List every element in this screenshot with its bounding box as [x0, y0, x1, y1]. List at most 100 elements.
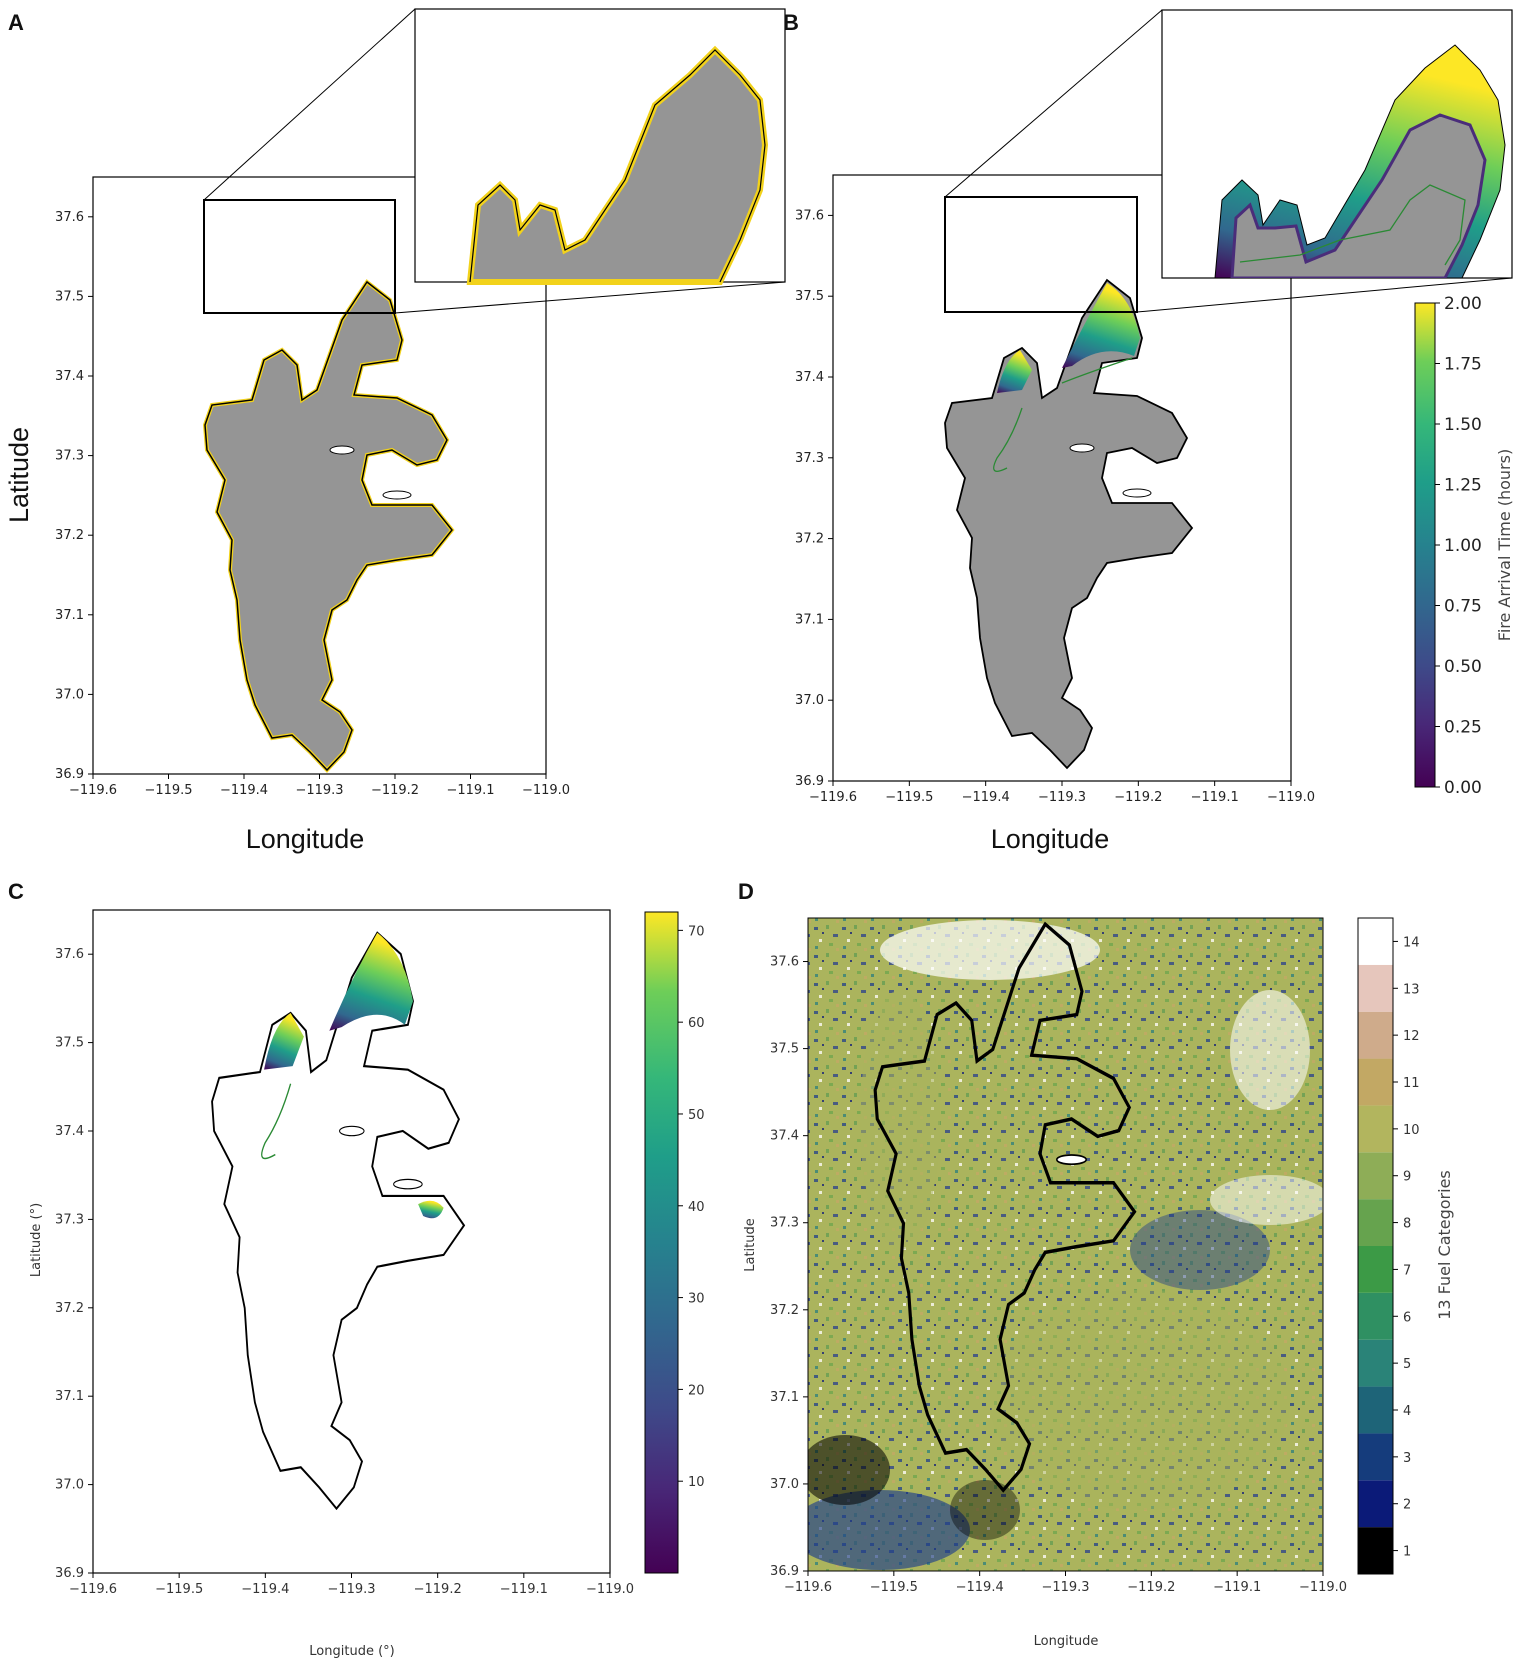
y-tick-label: 37.3	[55, 1212, 84, 1227]
panel-d-xlabel: Longitude	[1034, 1634, 1099, 1649]
colorbar-swatch	[1358, 1386, 1393, 1434]
panel-c-spread-front-2	[264, 1013, 304, 1070]
x-tick-label: −119.3	[295, 783, 343, 798]
y-tick-label: 37.2	[55, 528, 84, 543]
x-tick-label: −119.6	[69, 783, 117, 798]
panel-c-unburned-island-2	[393, 1178, 423, 1190]
panel-b-inset-contour	[1239, 184, 1466, 266]
x-tick-label: −119.1	[1213, 1580, 1261, 1595]
y-tick-label: 37.6	[55, 210, 84, 225]
x-tick-label: −119.1	[500, 1582, 548, 1597]
colorbar-tick-label: 5	[1403, 1357, 1411, 1372]
colorbar-swatch	[1358, 1246, 1393, 1293]
y-tick-label: 36.9	[55, 767, 84, 782]
colorbar-tick-label: 50	[688, 1108, 705, 1123]
x-tick-label: −119.6	[69, 1582, 117, 1597]
panel-b-xlabel: Longitude	[991, 824, 1110, 854]
colorbar-tick-label: 60	[688, 1016, 705, 1031]
colorbar-tick-label: 0.75	[1444, 597, 1482, 617]
colorbar-swatch	[1358, 1011, 1393, 1059]
colorbar-tick-label: 2	[1403, 1498, 1411, 1513]
colorbar-tick-label: 14	[1403, 935, 1420, 950]
x-tick-label: −119.5	[155, 1582, 203, 1597]
panel-c-xlabel: Longitude (°)	[309, 1644, 394, 1659]
colorbar-tick-label: 9	[1403, 1170, 1411, 1185]
panel-d-colorbar-label: 13 Fuel Categories	[1435, 1170, 1454, 1320]
panel-d-ticks: −119.6 −119.5 −119.4 −119.3 −119.2 −119.1 −119…	[770, 955, 1347, 1595]
x-tick-label: −119.2	[371, 783, 419, 798]
colorbar-swatch	[1358, 1105, 1393, 1153]
x-tick-label: −119.0	[1267, 790, 1315, 805]
colorbar-swatch	[1358, 918, 1393, 965]
y-tick-label: 37.2	[795, 532, 824, 547]
colorbar-tick-label: 1	[1403, 1545, 1411, 1560]
y-tick-label: 37.4	[795, 370, 824, 385]
y-tick-label: 37.6	[55, 947, 84, 962]
panel-c-spread-front	[329, 932, 413, 1031]
y-tick-label: 37.1	[770, 1390, 799, 1405]
y-tick-label: 37.3	[770, 1216, 799, 1231]
panel-b-spread-front	[1062, 283, 1140, 368]
colorbar-swatch	[1358, 1199, 1393, 1246]
colorbar-swatch	[1358, 1433, 1393, 1481]
y-tick-label: 37.0	[795, 693, 824, 708]
colorbar-tick-label: 40	[688, 1200, 705, 1215]
colorbar-tick-label: 1.25	[1444, 476, 1482, 496]
panel-b-ticks: −119.6 −119.5 −119.4 −119.3 −119.2 −119.1 −119…	[795, 208, 1315, 805]
panel-d-label: D	[738, 879, 754, 904]
y-tick-label: 37.1	[795, 612, 824, 627]
y-tick-label: 37.6	[770, 955, 799, 970]
x-tick-label: −119.4	[962, 790, 1010, 805]
colorbar-tick-label: 30	[688, 1292, 705, 1307]
y-tick-label: 37.0	[55, 687, 84, 702]
y-tick-label: 36.9	[55, 1566, 84, 1581]
y-tick-label: 37.3	[55, 449, 84, 464]
panel-d-ylabel: Latitude	[743, 1218, 758, 1272]
panel-b-inset-burned	[1230, 113, 1487, 278]
y-tick-label: 37.5	[55, 289, 84, 304]
colorbar-tick-label: 8	[1403, 1217, 1411, 1232]
panel-c-colorbar	[644, 911, 679, 1574]
x-tick-label: −119.1	[1191, 790, 1239, 805]
y-tick-label: 37.0	[770, 1477, 799, 1492]
x-tick-label: −119.4	[956, 1580, 1004, 1595]
panel-b: B −119.6 −119.5 −119.4 −119.3 −119.2 −119.1 −1…	[783, 9, 1514, 854]
colorbar-frame	[1357, 917, 1394, 1575]
x-tick-label: −119.0	[522, 783, 570, 798]
y-tick-label: 37.2	[55, 1301, 84, 1316]
panel-c-ticks: −119.6 −119.5 −119.4 −119.3 −119.2 −119.1 −119…	[55, 947, 634, 1597]
colorbar-tick-label: 11	[1403, 1076, 1420, 1091]
y-tick-label: 37.0	[55, 1478, 84, 1493]
x-tick-label: −119.2	[414, 1582, 462, 1597]
panel-b-zoom-line-right	[1136, 277, 1513, 313]
x-tick-label: −119.5	[870, 1580, 918, 1595]
panel-a-zoom-line-left	[203, 8, 416, 201]
panel-c-ylabel: Latitude (°)	[29, 1203, 44, 1277]
y-tick-label: 36.9	[770, 1564, 799, 1579]
panel-a-zoom-line-right	[394, 281, 786, 314]
colorbar-tick-label: 1.75	[1444, 355, 1482, 375]
panel-a-xlabel: Longitude	[246, 824, 365, 854]
panel-a-inset-outline	[469, 49, 766, 283]
x-tick-label: −119.3	[1041, 1580, 1089, 1595]
x-tick-label: −119.4	[241, 1582, 289, 1597]
panel-b-simulated-contour	[1061, 357, 1133, 384]
panel-b-colorbar-label: Fire Arrival Time (hours)	[1495, 449, 1514, 641]
colorbar-swatch	[1358, 1527, 1393, 1574]
x-tick-label: −119.3	[1038, 790, 1086, 805]
x-tick-label: −119.3	[327, 1582, 375, 1597]
colorbar-tick-label: 0.50	[1444, 657, 1482, 677]
colorbar-tick-label: 1.50	[1444, 415, 1482, 435]
x-tick-label: −119.0	[1299, 1580, 1347, 1595]
colorbar-swatch	[1358, 1058, 1393, 1106]
colorbar-tick-label: 20	[688, 1383, 705, 1398]
y-tick-label: 37.4	[55, 1124, 84, 1139]
colorbar-swatch	[1358, 1480, 1393, 1528]
panel-d: D −119.6 −119.5 −119.4 −119.3 −119.2 −119.1 −1…	[738, 879, 1454, 1649]
y-tick-label: 37.5	[795, 289, 824, 304]
y-tick-label: 37.4	[55, 369, 84, 384]
panel-a-unburned-island	[329, 445, 355, 455]
colorbar-swatch	[1358, 1152, 1393, 1200]
